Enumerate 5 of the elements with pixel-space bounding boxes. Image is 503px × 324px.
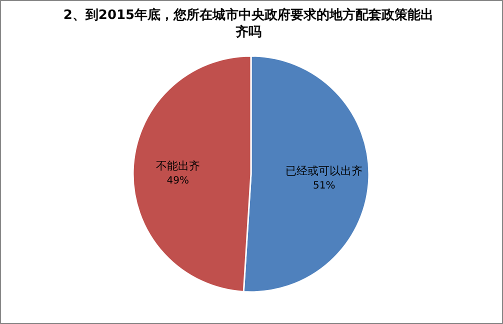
data-label: 49% bbox=[166, 176, 189, 187]
chart-title: 2、到2015年底，您所在城市中央政府要求的地方配套政策能出齐吗 bbox=[62, 7, 435, 41]
slice-label: 不能出齐 bbox=[156, 160, 200, 173]
data-label: 51% bbox=[313, 180, 336, 192]
slice-label: 已经或可以出齐 bbox=[286, 164, 363, 178]
